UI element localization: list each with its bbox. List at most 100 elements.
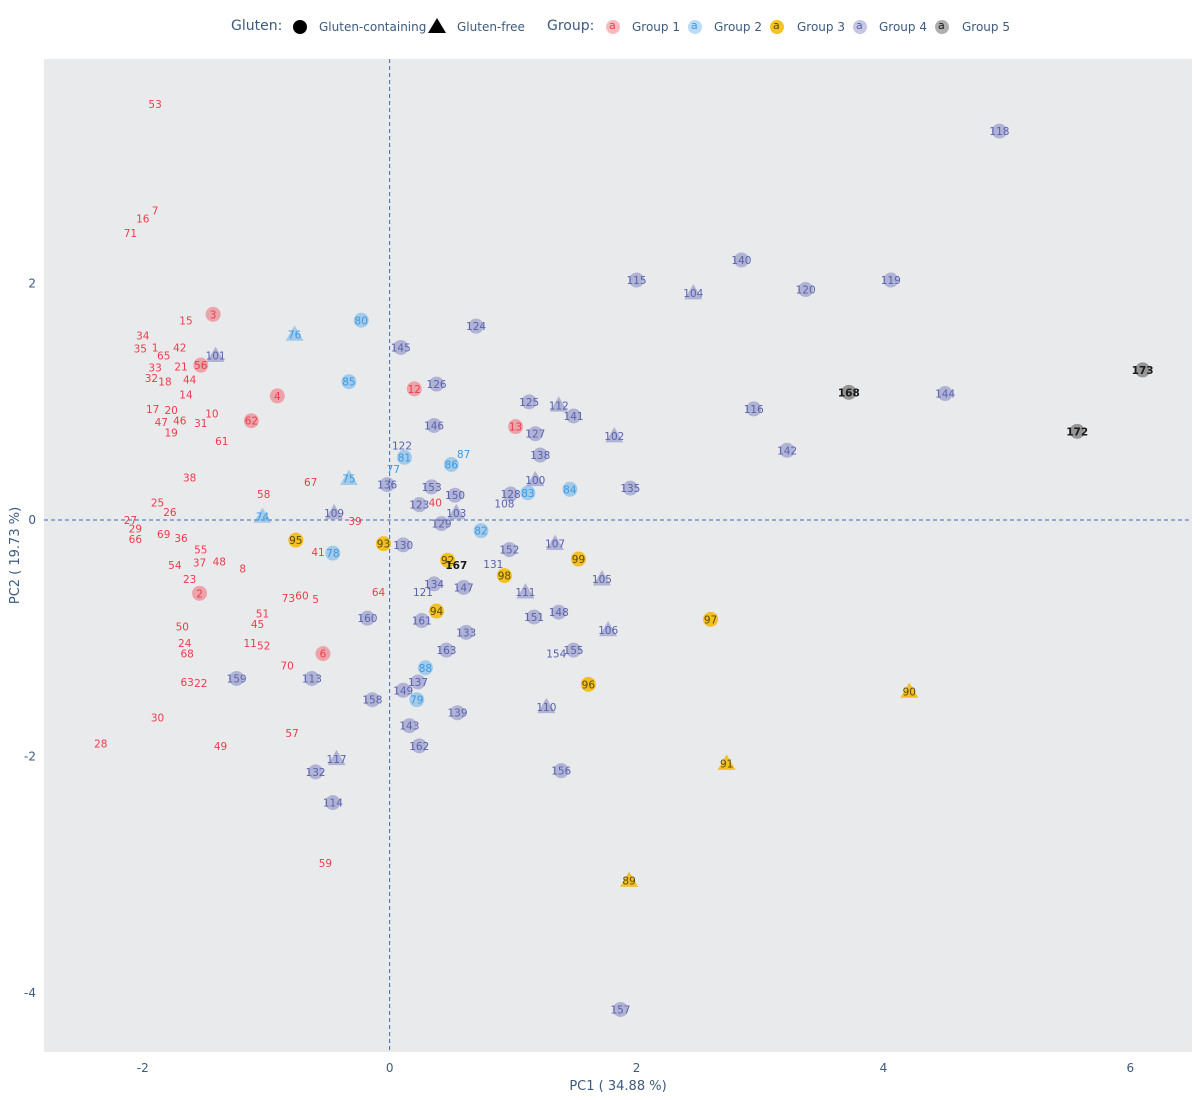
point-label-2: 2 bbox=[196, 588, 203, 600]
point-label-33: 33 bbox=[148, 363, 161, 375]
point-label-62: 62 bbox=[245, 416, 258, 428]
point-marker-173 bbox=[1135, 362, 1151, 378]
point-marker-149 bbox=[395, 682, 411, 698]
point-marker-153 bbox=[424, 479, 440, 495]
point-label-162: 162 bbox=[409, 741, 429, 753]
point-marker-158 bbox=[364, 692, 380, 708]
point-label-54: 54 bbox=[168, 560, 182, 572]
point-marker-136 bbox=[379, 477, 395, 493]
point-label-134: 134 bbox=[424, 579, 444, 591]
legend-group-glyph: a bbox=[938, 19, 945, 32]
legend-circle-icon bbox=[293, 20, 307, 34]
point-marker-102 bbox=[605, 427, 624, 443]
x-tick-label: 0 bbox=[386, 1061, 394, 1075]
point-label-167: 167 bbox=[445, 560, 467, 572]
point-label-160: 160 bbox=[357, 613, 377, 625]
point-marker-91 bbox=[717, 754, 736, 770]
point-label-150: 150 bbox=[445, 490, 465, 502]
x-tick-label: 6 bbox=[1126, 1061, 1134, 1075]
point-label-36: 36 bbox=[174, 533, 188, 545]
point-label-42: 42 bbox=[173, 342, 186, 354]
point-label-27: 27 bbox=[124, 515, 137, 527]
point-marker-100 bbox=[526, 470, 545, 487]
point-marker-134 bbox=[426, 576, 442, 592]
legend-gluten-label: Gluten-containing bbox=[319, 20, 427, 34]
point-marker-94 bbox=[429, 603, 445, 619]
plot-panel bbox=[44, 59, 1192, 1052]
point-label-142: 142 bbox=[777, 445, 797, 457]
point-marker-123 bbox=[411, 497, 427, 513]
point-label-78: 78 bbox=[326, 548, 339, 560]
point-label-87: 87 bbox=[457, 449, 470, 461]
point-label-155: 155 bbox=[564, 645, 584, 657]
point-label-13: 13 bbox=[509, 422, 522, 434]
point-label-90: 90 bbox=[903, 686, 916, 698]
point-label-1: 1 bbox=[152, 342, 159, 354]
point-label-140: 140 bbox=[731, 255, 751, 267]
point-marker-107 bbox=[546, 534, 565, 550]
point-label-104: 104 bbox=[683, 288, 703, 300]
point-marker-130 bbox=[395, 537, 411, 553]
point-label-14: 14 bbox=[179, 390, 193, 402]
point-marker-160 bbox=[359, 610, 375, 626]
point-label-139: 139 bbox=[448, 708, 468, 720]
point-marker-6 bbox=[315, 646, 331, 662]
point-marker-126 bbox=[429, 376, 445, 392]
point-label-93: 93 bbox=[377, 539, 390, 551]
point-marker-105 bbox=[592, 570, 611, 586]
point-label-121: 121 bbox=[413, 587, 433, 599]
legend-gluten-title: Gluten: bbox=[231, 18, 283, 34]
point-marker-86 bbox=[443, 456, 459, 472]
point-marker-98 bbox=[496, 568, 512, 584]
point-label-31: 31 bbox=[194, 418, 207, 430]
point-label-105: 105 bbox=[592, 574, 612, 586]
point-label-145: 145 bbox=[391, 342, 411, 354]
point-label-26: 26 bbox=[163, 507, 177, 519]
point-label-7: 7 bbox=[152, 205, 159, 217]
point-label-154: 154 bbox=[546, 649, 566, 661]
point-label-58: 58 bbox=[257, 489, 270, 501]
legend-group-glyph: a bbox=[691, 19, 698, 32]
point-marker-85 bbox=[341, 374, 357, 390]
point-marker-113 bbox=[304, 670, 320, 686]
point-label-61: 61 bbox=[215, 436, 228, 448]
point-label-40: 40 bbox=[429, 497, 442, 509]
point-label-107: 107 bbox=[545, 539, 565, 551]
point-label-25: 25 bbox=[151, 497, 164, 509]
point-label-41: 41 bbox=[311, 547, 324, 559]
point-marker-162 bbox=[411, 738, 427, 754]
y-tick-label: 2 bbox=[28, 277, 36, 291]
point-marker-83 bbox=[520, 485, 536, 501]
point-label-64: 64 bbox=[372, 587, 386, 599]
point-label-21: 21 bbox=[174, 361, 187, 373]
point-marker-144 bbox=[937, 386, 953, 402]
point-marker-76 bbox=[285, 325, 304, 341]
point-marker-151 bbox=[526, 609, 542, 625]
point-label-34: 34 bbox=[136, 331, 150, 343]
point-label-110: 110 bbox=[536, 702, 556, 714]
point-label-69: 69 bbox=[157, 529, 170, 541]
point-label-115: 115 bbox=[626, 275, 646, 287]
point-label-91: 91 bbox=[720, 759, 733, 771]
point-label-39: 39 bbox=[348, 516, 361, 528]
point-marker-101 bbox=[206, 346, 225, 363]
point-marker-90 bbox=[900, 682, 919, 698]
point-label-146: 146 bbox=[424, 420, 444, 432]
point-label-157: 157 bbox=[610, 1004, 630, 1016]
point-marker-139 bbox=[450, 705, 466, 721]
point-marker-74 bbox=[253, 507, 272, 523]
point-label-118: 118 bbox=[989, 126, 1009, 138]
point-marker-141 bbox=[566, 408, 582, 424]
point-label-52: 52 bbox=[257, 640, 270, 652]
point-label-12: 12 bbox=[408, 384, 421, 396]
point-marker-96 bbox=[580, 676, 596, 692]
point-label-148: 148 bbox=[549, 607, 569, 619]
legend-group-swatch-icon bbox=[606, 20, 620, 34]
point-label-86: 86 bbox=[445, 459, 459, 471]
point-marker-135 bbox=[622, 480, 638, 496]
legend-group-glyph: a bbox=[773, 19, 780, 32]
point-label-83: 83 bbox=[521, 488, 534, 500]
point-marker-120 bbox=[798, 282, 814, 298]
point-label-141: 141 bbox=[564, 411, 584, 423]
point-label-153: 153 bbox=[422, 482, 442, 494]
